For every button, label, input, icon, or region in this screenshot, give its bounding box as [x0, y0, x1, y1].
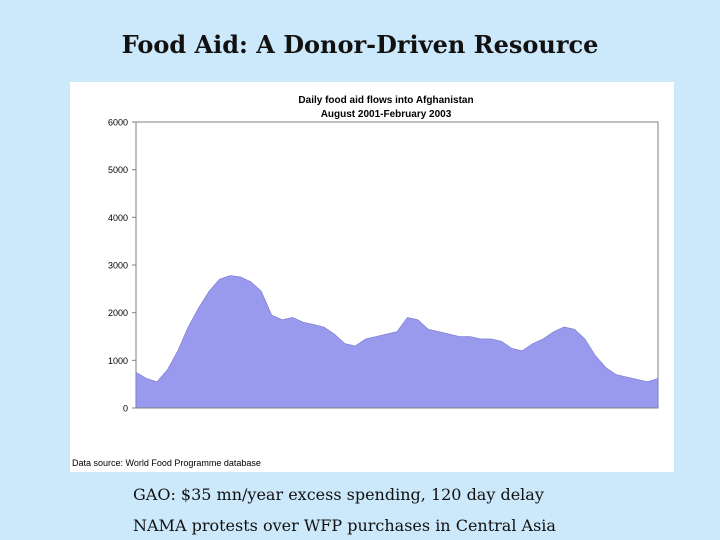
slide-title: Food Aid: A Donor-Driven Resource: [121, 30, 599, 59]
bullet-nama-protests: NAMA protests over WFP purchases in Cent…: [133, 516, 556, 535]
chart-source-note: Data source: World Food Programme databa…: [72, 458, 261, 468]
chart-panel: Daily food aid flows into Afghanistan Au…: [70, 82, 674, 472]
chart-subtitle: August 2001-February 2003: [321, 109, 452, 120]
y-tick-label-4000: 4000: [108, 213, 128, 223]
y-tick-label-3000: 3000: [108, 261, 128, 271]
y-tick-label-5000: 5000: [108, 165, 128, 175]
y-axis: 0 1000 2000 3000 4000 5000 6000: [108, 118, 658, 414]
area-series-0: [135, 275, 659, 409]
y-tick-label-1000: 1000: [108, 356, 128, 366]
bullet-gao-spending: GAO: $35 mn/year excess spending, 120 da…: [133, 485, 544, 504]
y-tick-label-2000: 2000: [108, 308, 128, 318]
area-chart: Daily food aid flows into Afghanistan Au…: [72, 95, 659, 468]
plot-area: [135, 121, 659, 409]
y-tick-label-0: 0: [123, 404, 128, 414]
y-tick-label-6000: 6000: [108, 118, 128, 128]
chart-title: Daily food aid flows into Afghanistan: [298, 95, 473, 106]
